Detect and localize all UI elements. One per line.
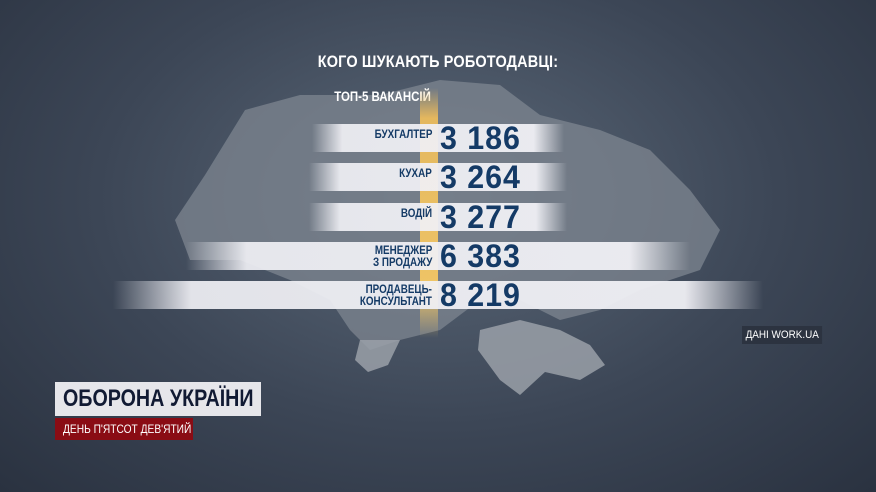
bar — [312, 124, 564, 152]
bar-category-label: ПРОДАВЕЦЬ- КОНСУЛЬТАНТ — [360, 283, 432, 307]
bar-value-label: 3 277 — [440, 198, 521, 235]
bar — [308, 202, 568, 231]
bar — [185, 241, 691, 270]
label-line: З ПРОДАЖУ — [372, 254, 432, 269]
show-title-banner: ОБОРОНА УКРАЇНИ — [55, 382, 261, 416]
bar-category-label: БУХГАЛТЕР — [374, 128, 432, 140]
bar-value-label: 8 219 — [440, 277, 521, 314]
bar-value-label: 3 264 — [440, 159, 521, 196]
bar-category-label: КУХАР — [399, 167, 432, 179]
label-line: КОНСУЛЬТАНТ — [359, 294, 432, 309]
bar-value-label: 6 383 — [440, 237, 521, 274]
label-line: ПРОДАВЕЦЬ- — [365, 282, 432, 297]
bar-row: ВОДІЙ 3 277 — [0, 198, 876, 235]
bar-row: БУХГАЛТЕР 3 186 — [0, 120, 876, 156]
label-line: КУХАР — [399, 166, 432, 181]
chart-subtitle: ТОП-5 ВАКАНСІЙ — [334, 88, 431, 104]
label-line: МЕНЕДЖЕР — [374, 242, 432, 257]
label-line: БУХГАЛТЕР — [374, 127, 432, 141]
bar-category-label: МЕНЕДЖЕР З ПРОДАЖУ — [373, 244, 432, 268]
bar — [309, 163, 567, 192]
bar-value-label: 3 186 — [440, 120, 521, 156]
bar-row: КУХАР 3 264 — [0, 159, 876, 196]
bar-row: ПРОДАВЕЦЬ- КОНСУЛЬТАНТ 8 219 — [0, 277, 876, 314]
chart-title: КОГО ШУКАЮТЬ РОБОТОДАВЦІ: — [317, 52, 559, 71]
day-label-banner: ДЕНЬ П'ЯТСОТ ДЕВ'ЯТИЙ — [55, 418, 193, 440]
source-label: ДАНІ WORK.UA — [742, 326, 823, 344]
bar-row: МЕНЕДЖЕР З ПРОДАЖУ 6 383 — [0, 237, 876, 274]
bar-category-label: ВОДІЙ — [401, 207, 432, 219]
bar — [113, 281, 763, 310]
day-label: ДЕНЬ П'ЯТСОТ ДЕВ'ЯТИЙ — [63, 422, 192, 436]
label-line: ВОДІЙ — [400, 205, 432, 220]
show-title: ОБОРОНА УКРАЇНИ — [63, 385, 254, 412]
